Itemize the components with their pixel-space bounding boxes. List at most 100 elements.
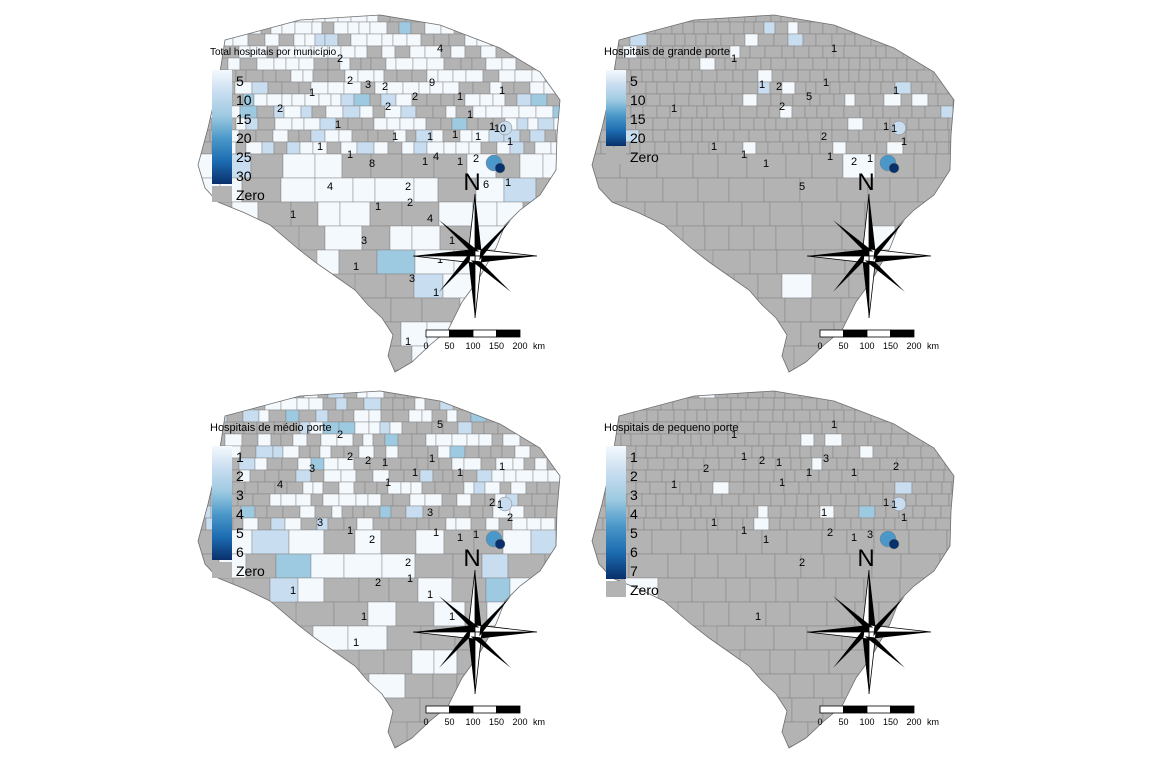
municipality-with-hospital <box>347 21 360 35</box>
municipality-zero <box>697 177 730 203</box>
municipality-with-hospital <box>395 93 413 107</box>
municipality-with-hospital <box>295 493 312 507</box>
legend-break-label: 5 <box>630 525 638 541</box>
municipality-zero <box>695 493 712 507</box>
municipality-with-hospital <box>280 177 316 203</box>
municipality-zero <box>443 529 475 555</box>
legend: 1 2 3 4 5 6 Zero <box>212 446 265 579</box>
municipalities <box>592 391 954 747</box>
municipality-zero <box>792 129 809 143</box>
municipality-zero <box>845 141 863 155</box>
municipality-zero <box>763 177 801 203</box>
legend-break-label: 10 <box>236 92 252 108</box>
municipality-with-hospital <box>516 93 532 107</box>
legend-zero-swatch <box>212 186 232 202</box>
municipality-zero <box>262 69 277 83</box>
municipality-zero <box>464 445 480 459</box>
municipality-zero <box>667 117 681 131</box>
municipality-zero <box>859 105 874 119</box>
municipality-zero <box>774 553 802 579</box>
legend-zero-label: Zero <box>236 187 265 203</box>
legend-zero-swatch <box>212 562 232 578</box>
municipality-zero <box>799 445 812 459</box>
municipality-zero <box>656 81 675 95</box>
panel-title: Hospitais de pequeno porte <box>604 422 739 434</box>
count-label: 1 <box>433 287 439 299</box>
municipality-zero <box>421 481 436 495</box>
municipality-zero <box>762 391 776 399</box>
municipality-zero <box>298 409 317 423</box>
count-label: 1 <box>806 467 812 479</box>
count-label: 1 <box>489 121 495 133</box>
municipality-zero <box>645 469 663 483</box>
municipality-zero <box>756 105 770 119</box>
municipality-zero <box>882 481 896 495</box>
municipality-zero <box>793 345 833 371</box>
municipality-with-hospital <box>847 117 864 131</box>
municipality-with-hospital <box>286 141 301 155</box>
municipality-with-hospital <box>270 517 286 531</box>
municipality-high <box>497 120 513 136</box>
municipality-zero <box>254 505 268 519</box>
municipality-with-hospital <box>280 397 298 411</box>
municipality-with-hospital <box>553 117 560 131</box>
municipality-zero <box>858 129 876 143</box>
municipality-zero <box>652 69 668 83</box>
municipality-with-hospital <box>456 493 472 507</box>
municipality-zero <box>748 129 767 143</box>
municipality-zero <box>380 529 417 555</box>
municipality-zero <box>811 273 850 299</box>
municipality-zero <box>911 481 928 495</box>
municipality-zero <box>416 421 433 435</box>
municipality-zero <box>420 33 435 47</box>
municipality-with-hospital <box>304 33 316 47</box>
municipality-zero <box>249 469 266 483</box>
municipality-zero <box>836 457 848 471</box>
municipality-with-hospital <box>362 433 374 447</box>
municipality-with-hospital <box>340 45 356 59</box>
municipality-with-hospital <box>253 93 268 107</box>
municipality-with-hospital <box>894 481 913 495</box>
municipality-zero <box>657 409 675 423</box>
municipality-with-hospital <box>503 469 517 483</box>
municipality-zero <box>906 69 918 83</box>
municipality-with-hospital <box>503 177 537 203</box>
municipality-zero <box>266 505 284 519</box>
municipality-zero <box>628 57 642 71</box>
municipality-zero <box>395 745 434 748</box>
municipality-with-hospital <box>511 517 528 531</box>
municipality-zero <box>790 457 802 471</box>
municipality-zero <box>504 93 518 107</box>
municipality-zero <box>786 529 823 555</box>
municipality-zero <box>618 33 631 47</box>
municipality-zero <box>546 493 560 507</box>
municipality-high <box>497 496 513 512</box>
municipality-zero <box>773 397 786 411</box>
municipality-zero <box>695 33 707 47</box>
municipality-with-hospital <box>537 117 555 131</box>
municipality-zero <box>352 505 365 519</box>
municipality-zero <box>717 129 735 143</box>
municipality-with-hospital <box>324 225 363 251</box>
municipality-zero <box>784 469 796 483</box>
municipality-zero <box>714 57 726 71</box>
municipality-zero <box>728 177 765 203</box>
municipality-zero <box>809 409 821 423</box>
municipality-with-hospital <box>516 117 529 131</box>
count-label: 1 <box>452 129 458 141</box>
municipality-zero <box>854 481 867 495</box>
municipality-zero <box>635 481 651 495</box>
municipality-zero <box>843 105 861 119</box>
count-label: 1 <box>507 136 513 148</box>
municipality-with-hospital <box>283 105 302 119</box>
municipality-with-hospital <box>281 93 293 107</box>
municipality-with-hospital <box>285 57 300 71</box>
municipality-with-hospital <box>534 141 552 155</box>
municipality-with-hospital <box>302 481 314 495</box>
municipality-zero <box>725 81 744 95</box>
municipality-zero <box>807 493 820 507</box>
count-label: 1 <box>309 87 315 99</box>
municipality-with-hospital <box>368 421 381 435</box>
municipality-with-hospital <box>744 33 759 47</box>
